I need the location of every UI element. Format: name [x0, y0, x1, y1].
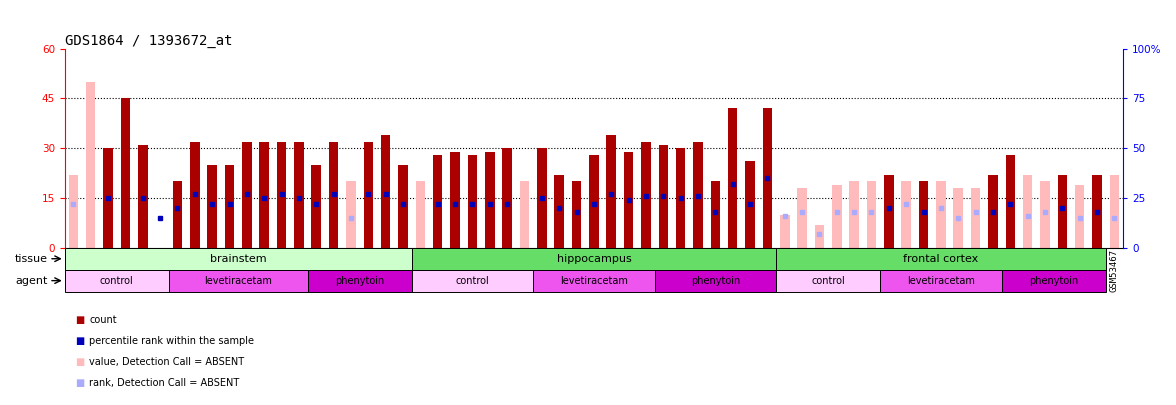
Bar — [849, 181, 858, 248]
Bar — [780, 215, 789, 248]
Bar — [173, 181, 182, 248]
Bar — [589, 155, 599, 248]
Bar — [294, 142, 303, 248]
Bar — [169, 270, 308, 292]
Bar — [710, 181, 720, 248]
Bar — [1110, 175, 1120, 248]
Bar — [954, 188, 963, 248]
Bar — [415, 181, 426, 248]
Bar — [936, 181, 946, 248]
Text: ■: ■ — [75, 336, 85, 346]
Bar — [776, 270, 880, 292]
Bar — [191, 142, 200, 248]
Bar — [276, 142, 286, 248]
Bar — [363, 142, 373, 248]
Bar — [520, 181, 529, 248]
Text: control: control — [811, 276, 846, 286]
Bar — [1057, 175, 1067, 248]
Bar — [1005, 155, 1015, 248]
Bar — [797, 188, 807, 248]
Bar — [138, 145, 147, 248]
Bar — [776, 248, 1105, 270]
Bar — [1041, 181, 1050, 248]
Bar — [537, 148, 547, 248]
Bar — [485, 151, 495, 248]
Bar — [623, 151, 634, 248]
Bar — [308, 270, 412, 292]
Bar — [450, 151, 460, 248]
Bar — [815, 224, 824, 248]
Bar — [607, 135, 616, 248]
Text: ■: ■ — [75, 357, 85, 367]
Bar — [918, 181, 928, 248]
Bar — [693, 142, 703, 248]
Bar — [468, 155, 477, 248]
Bar — [762, 109, 773, 248]
Bar — [880, 270, 1002, 292]
Text: control: control — [100, 276, 134, 286]
Text: levetiracetam: levetiracetam — [907, 276, 975, 286]
Bar — [572, 181, 581, 248]
Bar — [1093, 175, 1102, 248]
Text: phenytoin: phenytoin — [335, 276, 385, 286]
Bar — [68, 175, 78, 248]
Bar — [902, 181, 911, 248]
Text: hippocampus: hippocampus — [556, 254, 632, 264]
Bar — [971, 188, 981, 248]
Bar — [867, 181, 876, 248]
Bar — [502, 148, 512, 248]
Bar — [121, 98, 131, 248]
Bar — [399, 165, 408, 248]
Bar — [884, 175, 894, 248]
Bar — [65, 248, 412, 270]
Text: ■: ■ — [75, 315, 85, 325]
Text: ■: ■ — [75, 378, 85, 388]
Bar — [1002, 270, 1105, 292]
Text: frontal cortex: frontal cortex — [903, 254, 978, 264]
Text: brainstem: brainstem — [209, 254, 267, 264]
Bar — [554, 175, 564, 248]
Bar — [655, 270, 776, 292]
Bar — [659, 145, 668, 248]
Bar — [381, 135, 390, 248]
Text: phenytoin: phenytoin — [1029, 276, 1078, 286]
Bar — [412, 270, 533, 292]
Bar — [533, 270, 655, 292]
Bar — [242, 142, 252, 248]
Bar — [641, 142, 650, 248]
Text: phenytoin: phenytoin — [690, 276, 740, 286]
Bar — [312, 165, 321, 248]
Bar — [831, 185, 842, 248]
Bar — [412, 248, 776, 270]
Bar — [103, 148, 113, 248]
Text: GDS1864 / 1393672_at: GDS1864 / 1393672_at — [65, 34, 232, 47]
Bar — [65, 270, 169, 292]
Bar — [728, 109, 737, 248]
Bar — [1023, 175, 1033, 248]
Bar — [329, 142, 339, 248]
Bar — [225, 165, 234, 248]
Bar — [433, 155, 442, 248]
Bar — [260, 142, 269, 248]
Bar — [1075, 185, 1084, 248]
Bar — [346, 181, 355, 248]
Text: agent: agent — [15, 276, 47, 286]
Bar — [676, 148, 686, 248]
Text: percentile rank within the sample: percentile rank within the sample — [89, 336, 254, 346]
Bar — [988, 175, 997, 248]
Text: rank, Detection Call = ABSENT: rank, Detection Call = ABSENT — [89, 378, 240, 388]
Text: value, Detection Call = ABSENT: value, Detection Call = ABSENT — [89, 357, 245, 367]
Text: levetiracetam: levetiracetam — [205, 276, 272, 286]
Bar — [207, 165, 216, 248]
Text: control: control — [455, 276, 489, 286]
Text: levetiracetam: levetiracetam — [560, 276, 628, 286]
Bar — [746, 162, 755, 248]
Bar — [86, 82, 95, 248]
Text: tissue: tissue — [14, 254, 47, 264]
Text: count: count — [89, 315, 116, 325]
